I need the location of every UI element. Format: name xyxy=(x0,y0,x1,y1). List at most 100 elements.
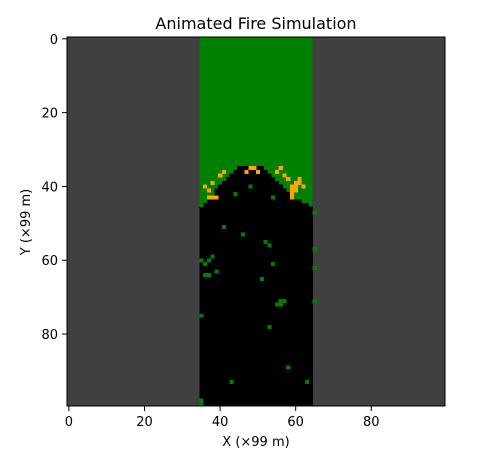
tree-cell-1 xyxy=(233,192,237,196)
tree-cell-17 xyxy=(279,299,283,303)
tree-cell-9 xyxy=(203,273,207,277)
y-axis: 0 20 40 60 80 xyxy=(41,33,67,343)
burnt-column-43 xyxy=(230,174,234,406)
tree-cell-29 xyxy=(313,210,317,214)
burnt-column-41 xyxy=(222,181,226,406)
tree-cell-8 xyxy=(207,273,211,277)
burnt-column-40 xyxy=(218,185,222,406)
burnt-column-58 xyxy=(286,192,290,406)
burnt-column-45 xyxy=(237,166,241,406)
tree-cell-22 xyxy=(199,314,203,318)
region-empty-1 xyxy=(313,37,445,406)
burnt-column-53 xyxy=(267,174,271,406)
burnt-column-36 xyxy=(203,203,207,406)
y-tick-label-0: 0 xyxy=(50,33,58,48)
burnt-column-62 xyxy=(301,203,305,406)
tree-cell-25 xyxy=(305,380,309,384)
burning-cell-8 xyxy=(245,170,249,174)
burning-cell-3 xyxy=(203,185,207,189)
tree-cell-5 xyxy=(203,262,207,266)
y-tick-label-60: 60 xyxy=(41,254,58,269)
burnt-column-63 xyxy=(305,203,309,406)
burning-cell-11 xyxy=(256,170,260,174)
burnt-column-47 xyxy=(245,166,249,406)
burnt-column-64 xyxy=(309,207,313,406)
burning-cell-17 xyxy=(290,188,294,192)
y-tick-label-20: 20 xyxy=(41,107,58,122)
burnt-column-35 xyxy=(199,207,203,406)
burning-cell-19 xyxy=(290,196,294,200)
tree-cell-2 xyxy=(271,196,275,200)
x-tick-label-60: 60 xyxy=(287,415,304,430)
tree-cell-27 xyxy=(313,247,317,251)
burning-cell-16 xyxy=(290,185,294,189)
burning-cell-15 xyxy=(286,177,290,181)
burning-cell-25 xyxy=(301,185,305,189)
burnt-column-52 xyxy=(264,170,268,406)
tree-cell-16 xyxy=(260,277,264,281)
chart-title: Animated Fire Simulation xyxy=(155,14,356,33)
burnt-column-57 xyxy=(282,188,286,406)
tree-cell-26 xyxy=(313,299,317,303)
tree-cell-13 xyxy=(264,240,268,244)
burnt-column-59 xyxy=(290,196,294,406)
burnt-column-37 xyxy=(207,199,211,406)
burning-cell-21 xyxy=(294,185,298,189)
tree-cell-7 xyxy=(211,255,215,259)
tree-cell-28 xyxy=(313,266,317,270)
burnt-column-49 xyxy=(252,166,256,406)
y-tick-label-40: 40 xyxy=(41,180,58,195)
burnt-column-51 xyxy=(260,166,264,406)
tree-cell-20 xyxy=(275,303,279,307)
x-tick-label-0: 0 xyxy=(65,415,73,430)
tree-cell-14 xyxy=(267,244,271,248)
tree-cell-6 xyxy=(207,258,211,262)
tree-cell-4 xyxy=(199,258,203,262)
tree-cell-0 xyxy=(199,203,203,207)
burning-cell-10 xyxy=(252,166,256,170)
tree-cell-19 xyxy=(279,303,283,307)
burnt-column-60 xyxy=(294,199,298,406)
burning-cell-5 xyxy=(211,181,215,185)
burning-cell-24 xyxy=(298,181,302,185)
region-empty-0 xyxy=(67,37,199,406)
burnt-column-54 xyxy=(271,177,275,406)
burnt-column-55 xyxy=(275,181,279,406)
y-axis-title: Y (×99 m) xyxy=(19,189,34,256)
burnt-column-42 xyxy=(226,177,230,406)
tree-cell-21 xyxy=(267,325,271,329)
tree-cell-23 xyxy=(230,380,234,384)
x-tick-label-80: 80 xyxy=(363,415,380,430)
burning-cell-0 xyxy=(207,196,211,200)
x-axis-title: X (×99 m) xyxy=(222,435,289,450)
tree-cell-3 xyxy=(248,185,252,189)
burning-cell-7 xyxy=(222,170,226,174)
x-tick-label-20: 20 xyxy=(136,415,153,430)
tree-cell-30 xyxy=(199,399,203,403)
tree-cell-18 xyxy=(282,299,286,303)
burnt-column-44 xyxy=(233,170,237,406)
burning-cell-23 xyxy=(298,177,302,181)
burning-cell-13 xyxy=(279,166,283,170)
tree-cell-15 xyxy=(271,262,275,266)
burnt-column-39 xyxy=(214,188,218,406)
burning-cell-6 xyxy=(218,174,222,178)
burning-cell-14 xyxy=(282,174,286,178)
tree-cell-24 xyxy=(286,365,290,369)
burning-cell-22 xyxy=(294,188,298,192)
tree-cell-12 xyxy=(241,233,245,237)
y-tick-label-80: 80 xyxy=(41,328,58,343)
burnt-column-48 xyxy=(248,166,252,406)
burnt-column-56 xyxy=(279,185,283,406)
burning-cell-4 xyxy=(207,188,211,192)
burning-cell-12 xyxy=(275,170,279,174)
burnt-column-50 xyxy=(256,166,260,406)
burning-cell-1 xyxy=(211,196,215,200)
burning-cell-20 xyxy=(294,181,298,185)
burning-cell-18 xyxy=(290,192,294,196)
burnt-column-46 xyxy=(241,166,245,406)
x-tick-label-40: 40 xyxy=(212,415,229,430)
burnt-column-61 xyxy=(298,199,302,406)
tree-cell-11 xyxy=(222,225,226,229)
